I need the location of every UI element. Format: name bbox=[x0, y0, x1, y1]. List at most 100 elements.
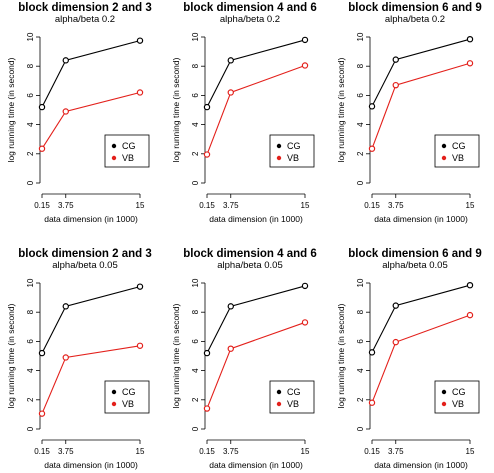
legend: CG VB bbox=[434, 380, 480, 414]
y-tick-label: 0 bbox=[26, 180, 35, 185]
legend: CG VB bbox=[104, 134, 150, 168]
x-tick-label: 0.15 bbox=[364, 201, 380, 210]
legend-label-vb: VB bbox=[122, 153, 134, 163]
y-tick-label: 0 bbox=[356, 426, 365, 431]
chart-subtitle: alpha/beta 0.05 bbox=[52, 260, 118, 271]
legend-marker-cg bbox=[111, 389, 117, 395]
y-tick-label: 8 bbox=[26, 63, 35, 68]
series-line-cg bbox=[41, 286, 141, 354]
y-tick-label: 8 bbox=[26, 309, 35, 314]
y-tick-label: 0 bbox=[191, 426, 200, 431]
legend-box bbox=[269, 134, 315, 168]
legend-marker-cg bbox=[441, 143, 447, 149]
x-tick-label: 3.75 bbox=[58, 201, 74, 210]
x-tick-label: 15 bbox=[301, 201, 310, 210]
legend-box bbox=[104, 380, 150, 414]
x-tick-label: 15 bbox=[136, 447, 145, 456]
legend-label-vb: VB bbox=[452, 399, 464, 409]
y-tick-label: 6 bbox=[356, 93, 365, 98]
data-point-vb bbox=[368, 145, 376, 152]
y-tick-label: 2 bbox=[26, 397, 35, 402]
y-tick-label: 4 bbox=[356, 122, 365, 127]
legend-box bbox=[104, 134, 150, 168]
series-line-cg bbox=[371, 284, 471, 353]
data-point-cg bbox=[62, 303, 69, 310]
legend-label-cg: CG bbox=[452, 141, 466, 151]
y-tick-label: 6 bbox=[191, 339, 200, 344]
data-point-vb bbox=[227, 345, 234, 352]
legend-marker-vb bbox=[441, 401, 447, 407]
y-tick-label: 6 bbox=[191, 93, 200, 98]
y-axis-label: log running time (in second) bbox=[336, 303, 346, 408]
y-tick-label: 6 bbox=[356, 339, 365, 344]
data-point-vb bbox=[203, 405, 211, 412]
data-point-vb bbox=[392, 338, 399, 346]
data-point-vb bbox=[301, 62, 309, 69]
series-line-cg bbox=[206, 285, 306, 354]
legend-marker-cg bbox=[441, 389, 447, 395]
x-axis-label: data dimension (in 1000) bbox=[374, 460, 468, 470]
y-tick-label: 2 bbox=[26, 151, 35, 156]
data-point-vb bbox=[136, 342, 144, 349]
x-axis-label: data dimension (in 1000) bbox=[209, 214, 303, 224]
legend: CG VB bbox=[104, 380, 150, 414]
legend-box bbox=[269, 380, 315, 414]
x-tick-label: 3.75 bbox=[388, 201, 404, 210]
y-tick-label: 2 bbox=[356, 397, 365, 402]
y-tick-label: 4 bbox=[191, 122, 200, 127]
y-tick-label: 10 bbox=[356, 278, 365, 287]
series-line-cg bbox=[206, 39, 306, 108]
x-tick-label: 3.75 bbox=[58, 447, 74, 456]
y-tick-label: 8 bbox=[356, 63, 365, 68]
data-point-cg bbox=[38, 349, 46, 357]
chart-title: block dimension 4 and 6 bbox=[183, 248, 317, 260]
x-tick-label: 0.15 bbox=[199, 201, 215, 210]
legend-label-cg: CG bbox=[122, 387, 136, 397]
data-point-cg bbox=[466, 35, 474, 43]
series-line-cg bbox=[41, 40, 141, 108]
y-tick-label: 10 bbox=[191, 278, 200, 287]
legend-label-vb: VB bbox=[287, 399, 299, 409]
y-tick-label: 2 bbox=[191, 151, 200, 156]
y-tick-label: 8 bbox=[356, 309, 365, 314]
x-axis-label: data dimension (in 1000) bbox=[374, 214, 468, 224]
y-axis-label: log running time (in second) bbox=[171, 303, 181, 408]
legend-box bbox=[434, 134, 480, 168]
y-axis-label: log running time (in second) bbox=[336, 57, 346, 162]
y-tick-label: 4 bbox=[356, 368, 365, 373]
data-point-vb bbox=[136, 89, 144, 96]
y-tick-label: 8 bbox=[191, 63, 200, 68]
legend-marker-cg bbox=[276, 389, 282, 395]
x-tick-label: 0.15 bbox=[364, 447, 380, 456]
y-tick-label: 2 bbox=[356, 151, 365, 156]
y-tick-label: 2 bbox=[191, 397, 200, 402]
chart-title: block dimension 4 and 6 bbox=[183, 2, 317, 14]
chart-title: block dimension 6 and 9 bbox=[348, 248, 482, 260]
y-tick-label: 10 bbox=[26, 278, 35, 287]
data-point-cg bbox=[227, 303, 234, 310]
chart-subtitle: alpha/beta 0.2 bbox=[385, 14, 445, 25]
data-point-vb bbox=[38, 145, 46, 152]
legend-box bbox=[434, 380, 480, 414]
x-tick-label: 0.15 bbox=[34, 447, 50, 456]
legend-marker-cg bbox=[276, 143, 282, 149]
x-tick-label: 15 bbox=[301, 447, 310, 456]
y-tick-label: 4 bbox=[191, 368, 200, 373]
legend: CG VB bbox=[434, 134, 480, 168]
chart-title: block dimension 6 and 9 bbox=[348, 2, 482, 14]
data-point-cg bbox=[227, 57, 234, 64]
legend-label-cg: CG bbox=[287, 141, 301, 151]
y-axis-label: log running time (in second) bbox=[171, 57, 181, 162]
legend-marker-cg bbox=[111, 143, 117, 149]
legend: CG VB bbox=[269, 134, 315, 168]
x-axis-label: data dimension (in 1000) bbox=[44, 460, 138, 470]
data-point-vb bbox=[203, 151, 211, 158]
y-tick-label: 8 bbox=[191, 309, 200, 314]
data-point-vb bbox=[227, 89, 234, 96]
legend-label-vb: VB bbox=[452, 153, 464, 163]
